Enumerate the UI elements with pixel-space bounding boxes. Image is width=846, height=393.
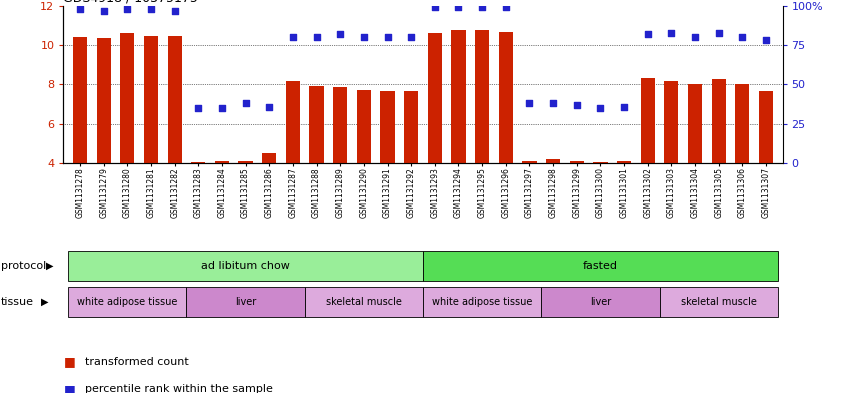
Text: tissue: tissue xyxy=(1,297,34,307)
Point xyxy=(120,6,134,12)
Bar xyxy=(546,159,560,163)
Bar xyxy=(186,286,305,317)
Bar xyxy=(305,286,423,317)
Bar xyxy=(144,37,158,163)
Bar xyxy=(73,37,87,163)
Text: GDS4918 / 10375175: GDS4918 / 10375175 xyxy=(63,0,198,5)
Bar xyxy=(664,81,678,163)
Point xyxy=(144,6,157,12)
Point xyxy=(689,34,702,40)
Point xyxy=(97,7,111,14)
Bar xyxy=(569,161,584,163)
Point xyxy=(310,34,323,40)
Bar xyxy=(498,33,513,163)
Bar xyxy=(617,161,631,163)
Text: skeletal muscle: skeletal muscle xyxy=(681,297,756,307)
Text: percentile rank within the sample: percentile rank within the sample xyxy=(85,384,272,393)
Text: liver: liver xyxy=(235,297,256,307)
Point xyxy=(333,31,347,37)
Bar xyxy=(541,286,660,317)
Point xyxy=(404,34,418,40)
Point xyxy=(168,7,181,14)
Bar xyxy=(168,37,182,163)
Text: fasted: fasted xyxy=(583,261,618,271)
Text: white adipose tissue: white adipose tissue xyxy=(77,297,178,307)
Bar xyxy=(428,33,442,163)
Bar xyxy=(120,33,135,163)
Bar xyxy=(404,91,418,163)
Point xyxy=(428,4,442,11)
Bar xyxy=(191,162,206,163)
Point xyxy=(523,100,536,107)
Text: ▶: ▶ xyxy=(41,297,49,307)
Bar xyxy=(215,161,229,163)
Bar xyxy=(239,161,253,163)
Text: skeletal muscle: skeletal muscle xyxy=(326,297,402,307)
Point xyxy=(547,100,560,107)
Bar xyxy=(96,38,111,163)
Bar xyxy=(381,91,394,163)
Point xyxy=(286,34,299,40)
Point xyxy=(381,34,394,40)
Bar xyxy=(286,81,300,163)
Bar xyxy=(69,251,423,281)
Point xyxy=(594,105,607,111)
Point xyxy=(641,31,655,37)
Point xyxy=(215,105,228,111)
Bar xyxy=(333,87,348,163)
Text: ■: ■ xyxy=(63,382,75,393)
Bar xyxy=(357,90,371,163)
Point xyxy=(759,37,772,44)
Text: protocol: protocol xyxy=(1,261,46,271)
Bar xyxy=(735,84,750,163)
Bar xyxy=(452,30,465,163)
Point xyxy=(262,103,276,110)
Text: ▶: ▶ xyxy=(46,261,53,271)
Bar xyxy=(475,30,489,163)
Point xyxy=(570,102,584,108)
Point xyxy=(74,6,87,12)
Bar xyxy=(310,86,324,163)
Point xyxy=(357,34,371,40)
Text: white adipose tissue: white adipose tissue xyxy=(432,297,532,307)
Bar xyxy=(423,251,777,281)
Point xyxy=(452,4,465,11)
Point xyxy=(191,105,205,111)
Point xyxy=(499,4,513,11)
Text: liver: liver xyxy=(590,297,611,307)
Point xyxy=(475,4,489,11)
Point xyxy=(618,103,631,110)
Point xyxy=(735,34,749,40)
Bar xyxy=(69,286,186,317)
Point xyxy=(239,100,252,107)
Bar xyxy=(711,79,726,163)
Bar xyxy=(688,84,702,163)
Point xyxy=(665,29,678,36)
Bar xyxy=(759,91,773,163)
Bar xyxy=(423,286,541,317)
Bar xyxy=(522,161,536,163)
Text: ■: ■ xyxy=(63,355,75,368)
Text: transformed count: transformed count xyxy=(85,356,189,367)
Point xyxy=(712,29,726,36)
Text: ad libitum chow: ad libitum chow xyxy=(201,261,290,271)
Bar xyxy=(660,286,777,317)
Bar xyxy=(262,153,277,163)
Bar xyxy=(593,162,607,163)
Bar xyxy=(640,78,655,163)
